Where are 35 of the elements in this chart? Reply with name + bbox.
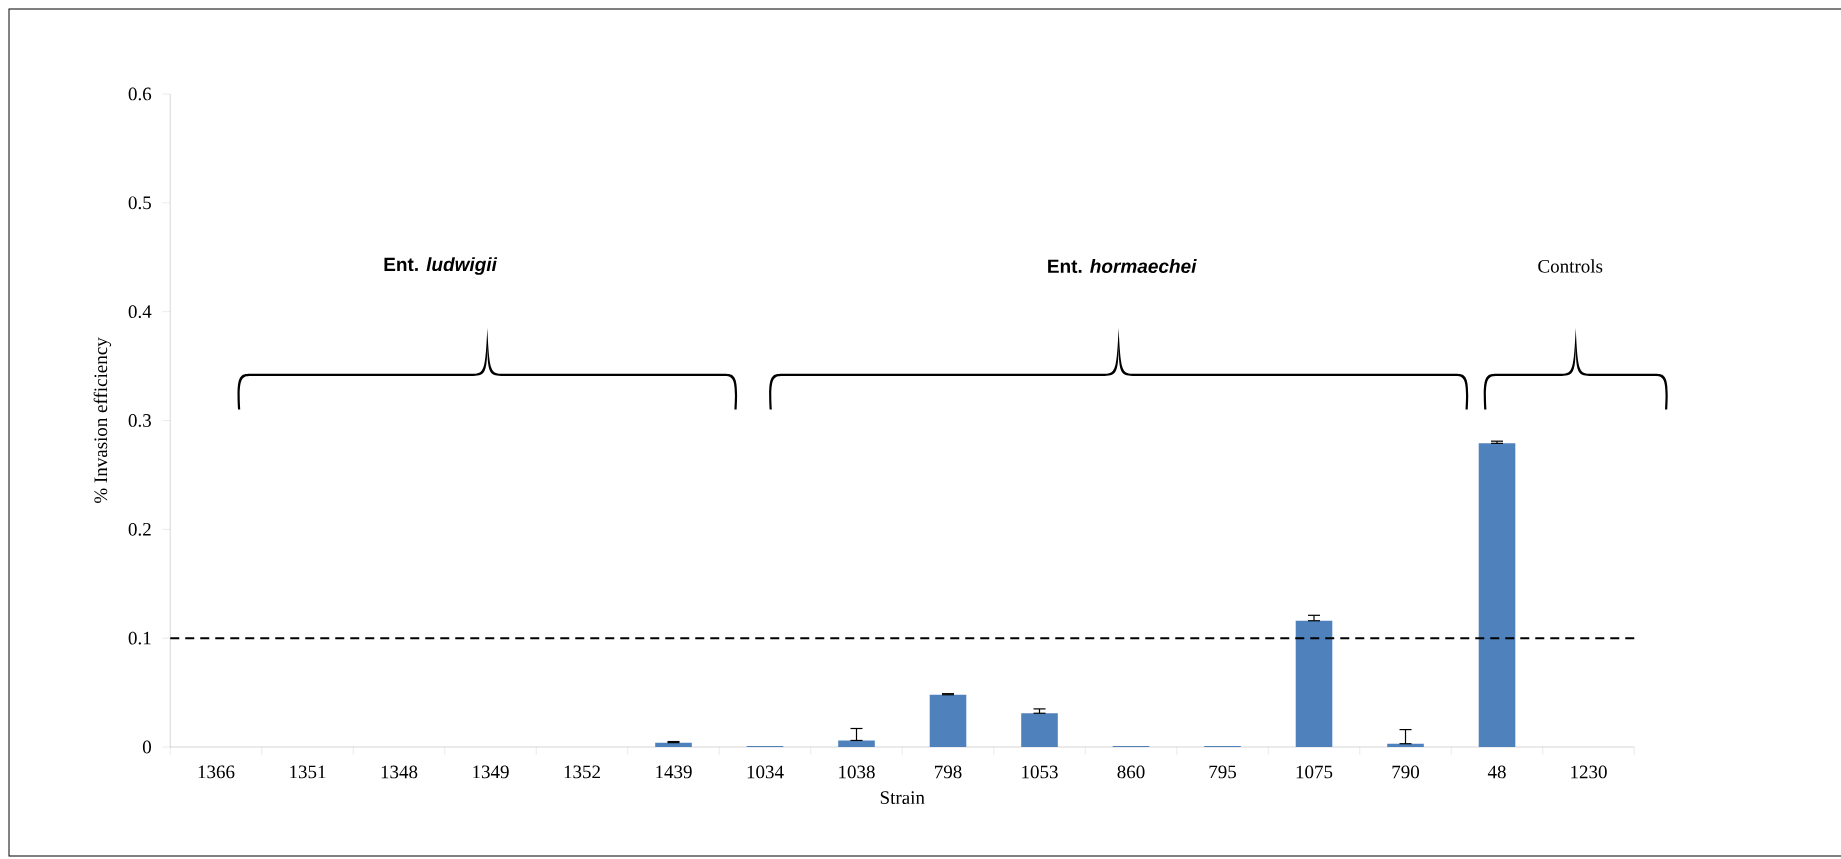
y-tick-label: 0.4: [128, 305, 152, 319]
x-tick-label: 1352: [564, 765, 600, 779]
x-tick-label: 795: [1209, 765, 1237, 779]
y-tick-label: 0: [142, 740, 151, 754]
x-tick-label: 798: [935, 765, 962, 779]
x-tick-label: 1366: [198, 765, 235, 779]
bar: [929, 694, 967, 747]
x-tick-label: 1439: [656, 765, 692, 779]
y-tick-label: 0.1: [128, 631, 151, 645]
x-tick-label: 1053: [1022, 765, 1058, 779]
x-tick-label: 1230: [1571, 765, 1607, 779]
x-tick-label: 1349: [473, 765, 509, 779]
bar: [1021, 713, 1058, 747]
bar: [1295, 620, 1333, 747]
y-tick-label: 0.2: [128, 522, 151, 536]
x-axis-title: Strain: [880, 791, 925, 804]
x-tick-label: 1351: [290, 765, 326, 779]
annotation: Ent. hormaechei: [1048, 259, 1197, 273]
x-tick-label: 860: [1117, 765, 1145, 779]
y-tick-label: 0.5: [128, 196, 151, 210]
y-axis-title: % Invasion efficiency: [93, 337, 112, 504]
bar: [655, 742, 692, 747]
x-tick-label: 1075: [1296, 765, 1333, 779]
annotation: Controls: [1538, 259, 1603, 273]
x-tick-label: 1038: [839, 765, 875, 779]
bar: [1387, 743, 1424, 747]
x-tick-label: 48: [1487, 765, 1506, 779]
x-tick-label: 1034: [747, 765, 784, 779]
y-tick-label: 0.3: [128, 414, 151, 427]
x-tick-label: 1348: [381, 765, 418, 779]
annotation: Ent. ludwigii: [384, 257, 498, 275]
y-tick-label: 0.6: [128, 87, 152, 101]
bar: [1478, 443, 1516, 747]
x-tick-label: 790: [1392, 765, 1420, 779]
bar: [838, 740, 875, 747]
